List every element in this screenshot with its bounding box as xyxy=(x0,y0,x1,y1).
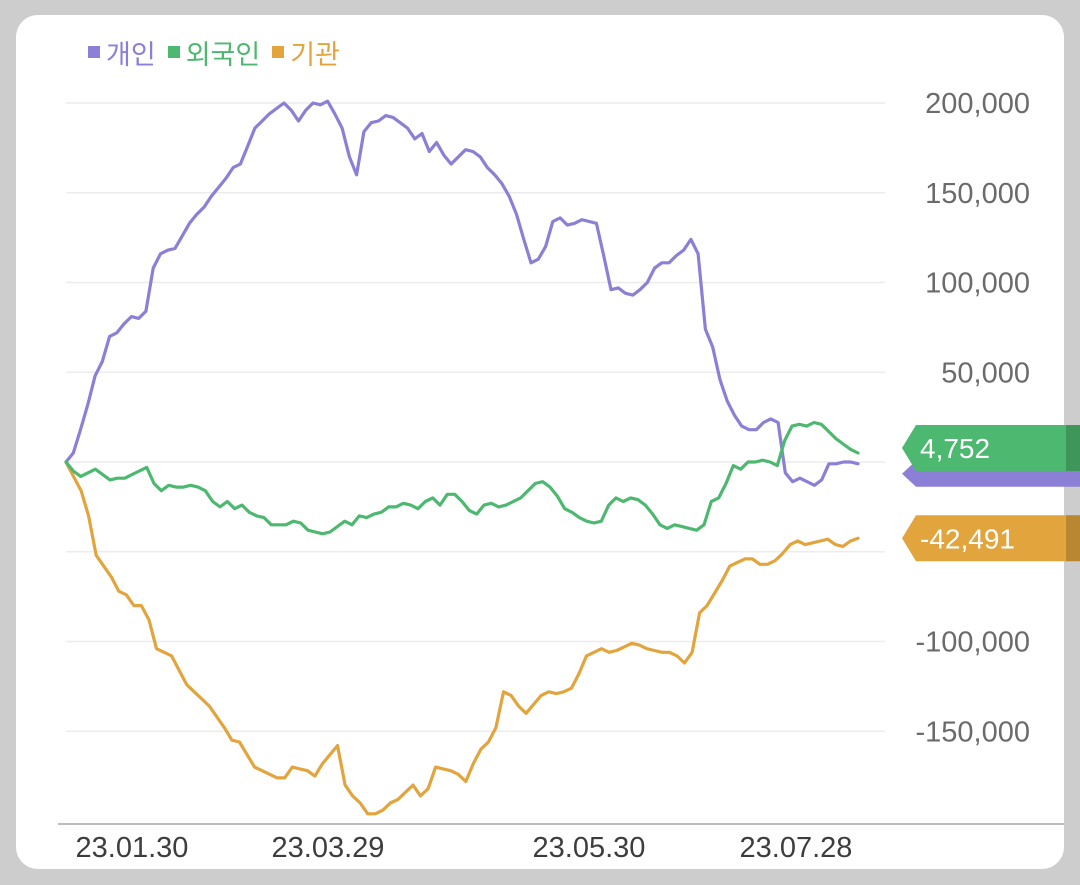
x-tick-label: 23.07.28 xyxy=(740,832,853,864)
x-tick-label: 23.05.30 xyxy=(533,832,646,864)
series-line xyxy=(64,460,860,816)
badge-edge xyxy=(1066,515,1080,562)
series-line xyxy=(64,420,860,536)
x-tick-label: 23.01.30 xyxy=(76,832,189,864)
y-tick-label: -100,000 xyxy=(916,627,1031,659)
legend-item[interactable]: 개인 xyxy=(88,33,156,72)
legend-swatch xyxy=(88,46,100,58)
legend-label: 외국인 xyxy=(185,39,261,71)
series-line xyxy=(64,99,860,487)
legend-item[interactable]: 외국인 xyxy=(167,33,261,72)
chart-card xyxy=(16,15,1064,869)
value-badge xyxy=(902,515,1080,562)
y-tick-label: 200,000 xyxy=(925,88,1030,120)
badge-edge xyxy=(1066,425,1080,472)
value-badge xyxy=(902,425,1080,472)
legend-swatch xyxy=(167,46,180,58)
legend-label: 기관 xyxy=(290,39,340,71)
legend-label: 개인 xyxy=(106,39,156,71)
legend-swatch xyxy=(272,46,285,58)
y-tick-label: 100,000 xyxy=(925,268,1030,300)
y-tick-label: 150,000 xyxy=(925,178,1030,210)
value-badge-text: -42,491 xyxy=(920,523,1015,554)
x-tick-label: 23.03.29 xyxy=(272,832,385,864)
y-tick-label: -150,000 xyxy=(916,716,1031,748)
legend: 개인 외국인 기관 xyxy=(88,32,340,72)
y-tick-label: 50,000 xyxy=(941,357,1030,389)
legend-item[interactable]: 기관 xyxy=(272,33,340,72)
value-badge-text: 4,752 xyxy=(920,433,990,464)
